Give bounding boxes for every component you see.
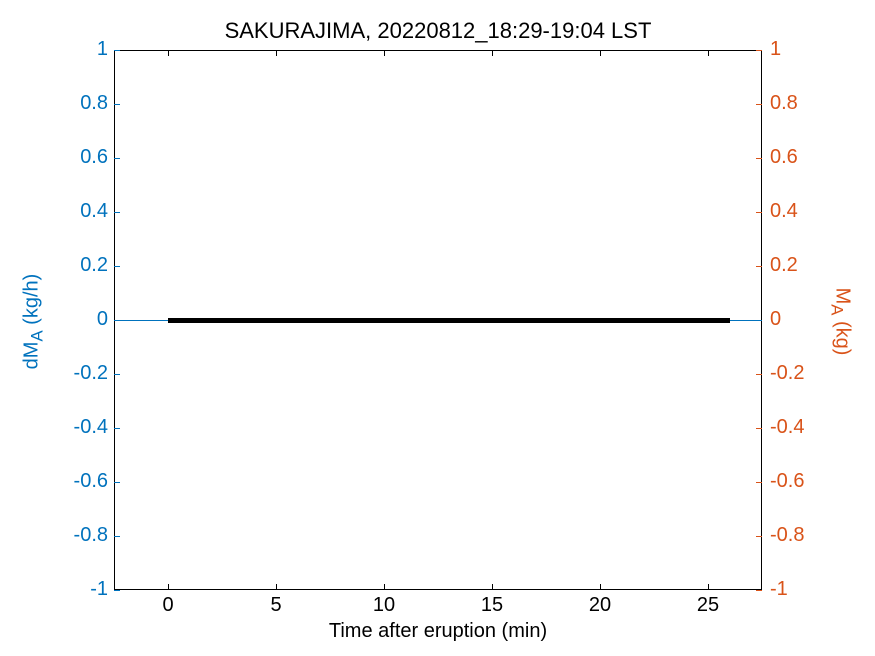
y-right-tick-label: -1 bbox=[770, 578, 788, 601]
x-tick-top bbox=[600, 50, 601, 56]
x-tick-label: 15 bbox=[462, 594, 522, 617]
y-right-label-main: M bbox=[832, 288, 854, 305]
y-left-tick-label: 0.4 bbox=[80, 200, 108, 223]
x-tick-top bbox=[168, 50, 169, 56]
y-left-label-unit: (kg/h) bbox=[21, 274, 43, 331]
y-left-tick bbox=[114, 104, 120, 105]
x-tick bbox=[168, 584, 169, 590]
y-left-tick bbox=[114, 482, 120, 483]
x-tick-label: 20 bbox=[570, 594, 630, 617]
y-left-tick bbox=[114, 590, 120, 591]
y-right-tick-label: 0.2 bbox=[770, 254, 798, 277]
y-left-tick bbox=[114, 212, 120, 213]
y-right-tick-label: 0 bbox=[770, 308, 781, 331]
y-right-tick bbox=[756, 104, 762, 105]
y-right-label-sub: A bbox=[828, 304, 847, 315]
x-tick bbox=[384, 584, 385, 590]
y-left-tick-label: -0.8 bbox=[74, 524, 108, 547]
y-left-tick bbox=[114, 50, 120, 51]
series-data_thick bbox=[168, 318, 730, 323]
y-left-tick bbox=[114, 374, 120, 375]
y-right-tick bbox=[756, 212, 762, 213]
y-right-tick-label: -0.8 bbox=[770, 524, 804, 547]
y-right-tick bbox=[756, 482, 762, 483]
x-axis-label: Time after eruption (min) bbox=[114, 620, 762, 643]
y-left-tick-label: -0.2 bbox=[74, 362, 108, 385]
y-right-tick bbox=[756, 536, 762, 537]
x-tick-top bbox=[708, 50, 709, 56]
y-left-tick bbox=[114, 428, 120, 429]
y-left-tick-label: -0.4 bbox=[74, 416, 108, 439]
x-tick-label: 25 bbox=[678, 594, 738, 617]
y-right-tick-label: 1 bbox=[770, 38, 781, 61]
y-right-tick-label: 0.8 bbox=[770, 92, 798, 115]
x-tick-label: 10 bbox=[354, 594, 414, 617]
y-left-tick bbox=[114, 158, 120, 159]
y-left-tick-label: 1 bbox=[97, 38, 108, 61]
y-left-tick-label: 0.2 bbox=[80, 254, 108, 277]
y-right-tick-label: 0.6 bbox=[770, 146, 798, 169]
y-right-label-unit: (kg) bbox=[832, 315, 854, 355]
y-right-tick-label: 0.4 bbox=[770, 200, 798, 223]
y-right-tick bbox=[756, 428, 762, 429]
chart-container: SAKURAJIMA, 20220812_18:29-19:04 LST 0 5 1… bbox=[0, 0, 875, 656]
y-right-tick bbox=[756, 374, 762, 375]
y-right-tick bbox=[756, 590, 762, 591]
y-left-label-sub: A bbox=[28, 330, 47, 341]
y-left-tick-label: 0.6 bbox=[80, 146, 108, 169]
y-left-tick-label: 0 bbox=[97, 308, 108, 331]
y-left-tick-label: -1 bbox=[90, 578, 108, 601]
x-tick-top bbox=[492, 50, 493, 56]
y-right-tick-label: -0.4 bbox=[770, 416, 804, 439]
x-tick-label: 0 bbox=[138, 594, 198, 617]
y-left-tick-label: -0.6 bbox=[74, 470, 108, 493]
y-right-tick-label: -0.6 bbox=[770, 470, 804, 493]
x-tick bbox=[492, 584, 493, 590]
x-tick bbox=[600, 584, 601, 590]
y-right-tick bbox=[756, 158, 762, 159]
y-left-axis-label: dMA (kg/h) bbox=[21, 222, 48, 422]
y-left-tick bbox=[114, 536, 120, 537]
y-left-label-main: dM bbox=[21, 342, 43, 370]
y-left-tick-label: 0.8 bbox=[80, 92, 108, 115]
y-left-tick bbox=[114, 266, 120, 267]
x-tick-top bbox=[384, 50, 385, 56]
y-right-tick bbox=[756, 50, 762, 51]
y-right-tick-label: -0.2 bbox=[770, 362, 804, 385]
x-tick bbox=[276, 584, 277, 590]
x-tick-label: 5 bbox=[246, 594, 306, 617]
x-tick-top bbox=[276, 50, 277, 56]
chart-title: SAKURAJIMA, 20220812_18:29-19:04 LST bbox=[114, 18, 762, 44]
y-right-axis-label: MA (kg) bbox=[827, 222, 854, 422]
y-right-tick bbox=[756, 266, 762, 267]
x-tick bbox=[708, 584, 709, 590]
